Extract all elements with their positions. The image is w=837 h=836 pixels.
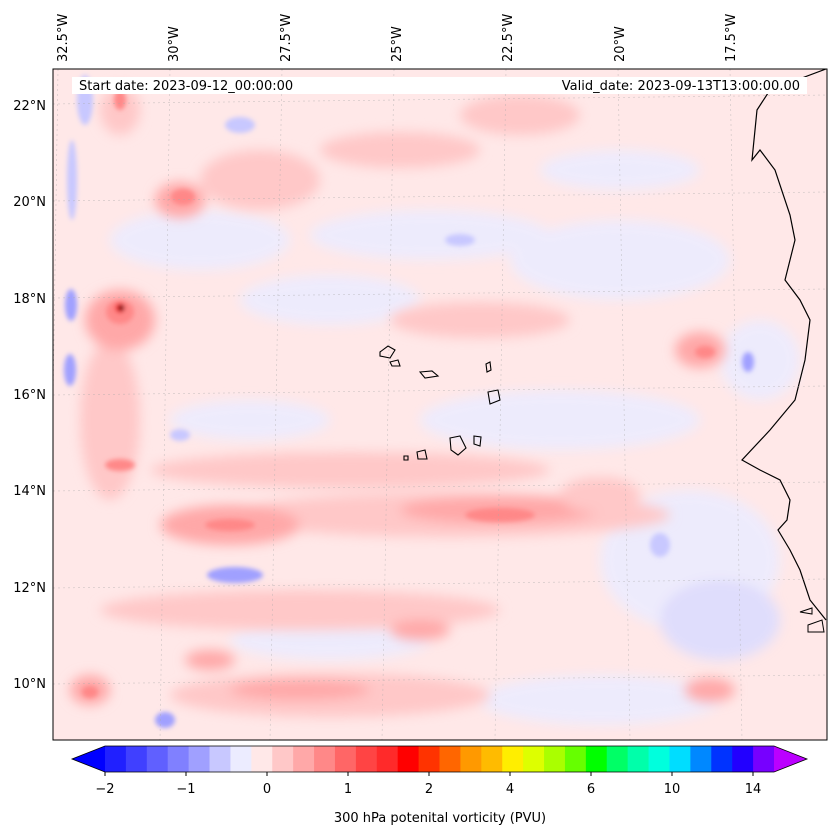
lon-label: 22.5°W xyxy=(501,14,516,62)
date-banner xyxy=(72,77,807,94)
colorbar-swatch xyxy=(669,746,691,772)
start-date: Start date: 2023-09-12_00:00:00 xyxy=(79,79,293,94)
colorbar-swatch xyxy=(711,746,733,772)
lon-label: 27.5°W xyxy=(279,14,294,62)
colorbar-swatch xyxy=(376,746,399,772)
colorbar-swatch xyxy=(293,746,315,772)
lat-label: 18°N xyxy=(13,292,46,307)
colorbar-swatch xyxy=(125,746,148,772)
lat-label: 20°N xyxy=(13,195,46,210)
colorbar-swatch xyxy=(209,746,231,772)
cape-verde-islands xyxy=(379,345,501,461)
colorbar-swatch xyxy=(418,746,440,772)
colorbar-tick-label: −2 xyxy=(95,782,114,797)
colorbar-swatch xyxy=(648,746,670,772)
colorbar-tick-label: 6 xyxy=(587,782,595,797)
colorbar-swatch xyxy=(460,746,482,772)
colorbar-swatch xyxy=(585,746,608,772)
colorbar-tick-label: 1 xyxy=(344,782,352,797)
colorbar-tick-label: 10 xyxy=(664,782,681,797)
colorbar-swatch xyxy=(502,746,524,772)
colorbar-swatch xyxy=(105,746,127,772)
colorbar-tick-label: −1 xyxy=(176,782,195,797)
colorbar-swatch xyxy=(439,746,461,772)
valid-date: Valid_date: 2023-09-13T13:00:00.00 xyxy=(562,79,800,94)
lon-label: 32.5°W xyxy=(56,14,71,62)
longitude-labels: 32.5°W 30°W 27.5°W 25°W 22.5°W 20°W 17.5… xyxy=(56,14,739,62)
colorbar-swatch xyxy=(481,746,503,772)
colorbar-swatch xyxy=(544,746,566,772)
colorbar-swatch xyxy=(251,746,273,772)
colorbar-tick-label: 2 xyxy=(425,782,433,797)
colorbar-tick-label: 14 xyxy=(745,782,762,797)
colorbar-swatch xyxy=(167,746,190,772)
coastline xyxy=(741,69,827,621)
colorbar xyxy=(70,745,809,776)
coastal-islands xyxy=(799,607,825,633)
lon-label: 20°W xyxy=(613,26,628,62)
lat-label: 12°N xyxy=(13,581,46,596)
colorbar-swatch xyxy=(523,746,545,772)
colorbar-ticks: −2 −1 0 1 2 4 6 10 14 xyxy=(95,782,761,797)
lat-label: 10°N xyxy=(13,677,46,692)
colorbar-swatch xyxy=(732,746,754,772)
lat-label: 22°N xyxy=(13,99,46,114)
lon-label: 25°W xyxy=(390,26,405,62)
colorbar-swatch xyxy=(564,746,587,772)
colorbar-swatch xyxy=(397,746,420,772)
colorbar-extend-max xyxy=(774,746,807,772)
colorbar-swatch xyxy=(753,746,775,772)
colorbar-tick-label: 4 xyxy=(506,782,514,797)
colorbar-swatch xyxy=(188,746,211,772)
colorbar-swatch xyxy=(314,746,336,772)
colorbar-swatch xyxy=(606,746,629,772)
lat-label: 16°N xyxy=(13,388,46,403)
colorbar-tick-label: 0 xyxy=(263,782,271,797)
colorbar-extend-min xyxy=(72,746,105,772)
latitude-labels: 22°N 20°N 18°N 16°N 14°N 12°N 10°N xyxy=(13,99,46,692)
colorbar-swatch xyxy=(146,746,169,772)
lon-label: 17.5°W xyxy=(724,14,739,62)
graticule xyxy=(53,69,827,740)
colorbar-swatch xyxy=(690,746,712,772)
colorbar-swatch xyxy=(627,746,650,772)
lon-label: 30°W xyxy=(167,26,182,62)
colorbar-swatch xyxy=(230,746,252,772)
colorbar-swatch xyxy=(355,746,378,772)
colorbar-swatch xyxy=(272,746,294,772)
pv-field xyxy=(53,69,827,740)
lat-label: 14°N xyxy=(13,484,46,499)
map-frame xyxy=(52,68,828,741)
colorbar-label: 300 hPa potenital vorticity (PVU) xyxy=(334,811,546,826)
colorbar-swatch xyxy=(334,746,357,772)
